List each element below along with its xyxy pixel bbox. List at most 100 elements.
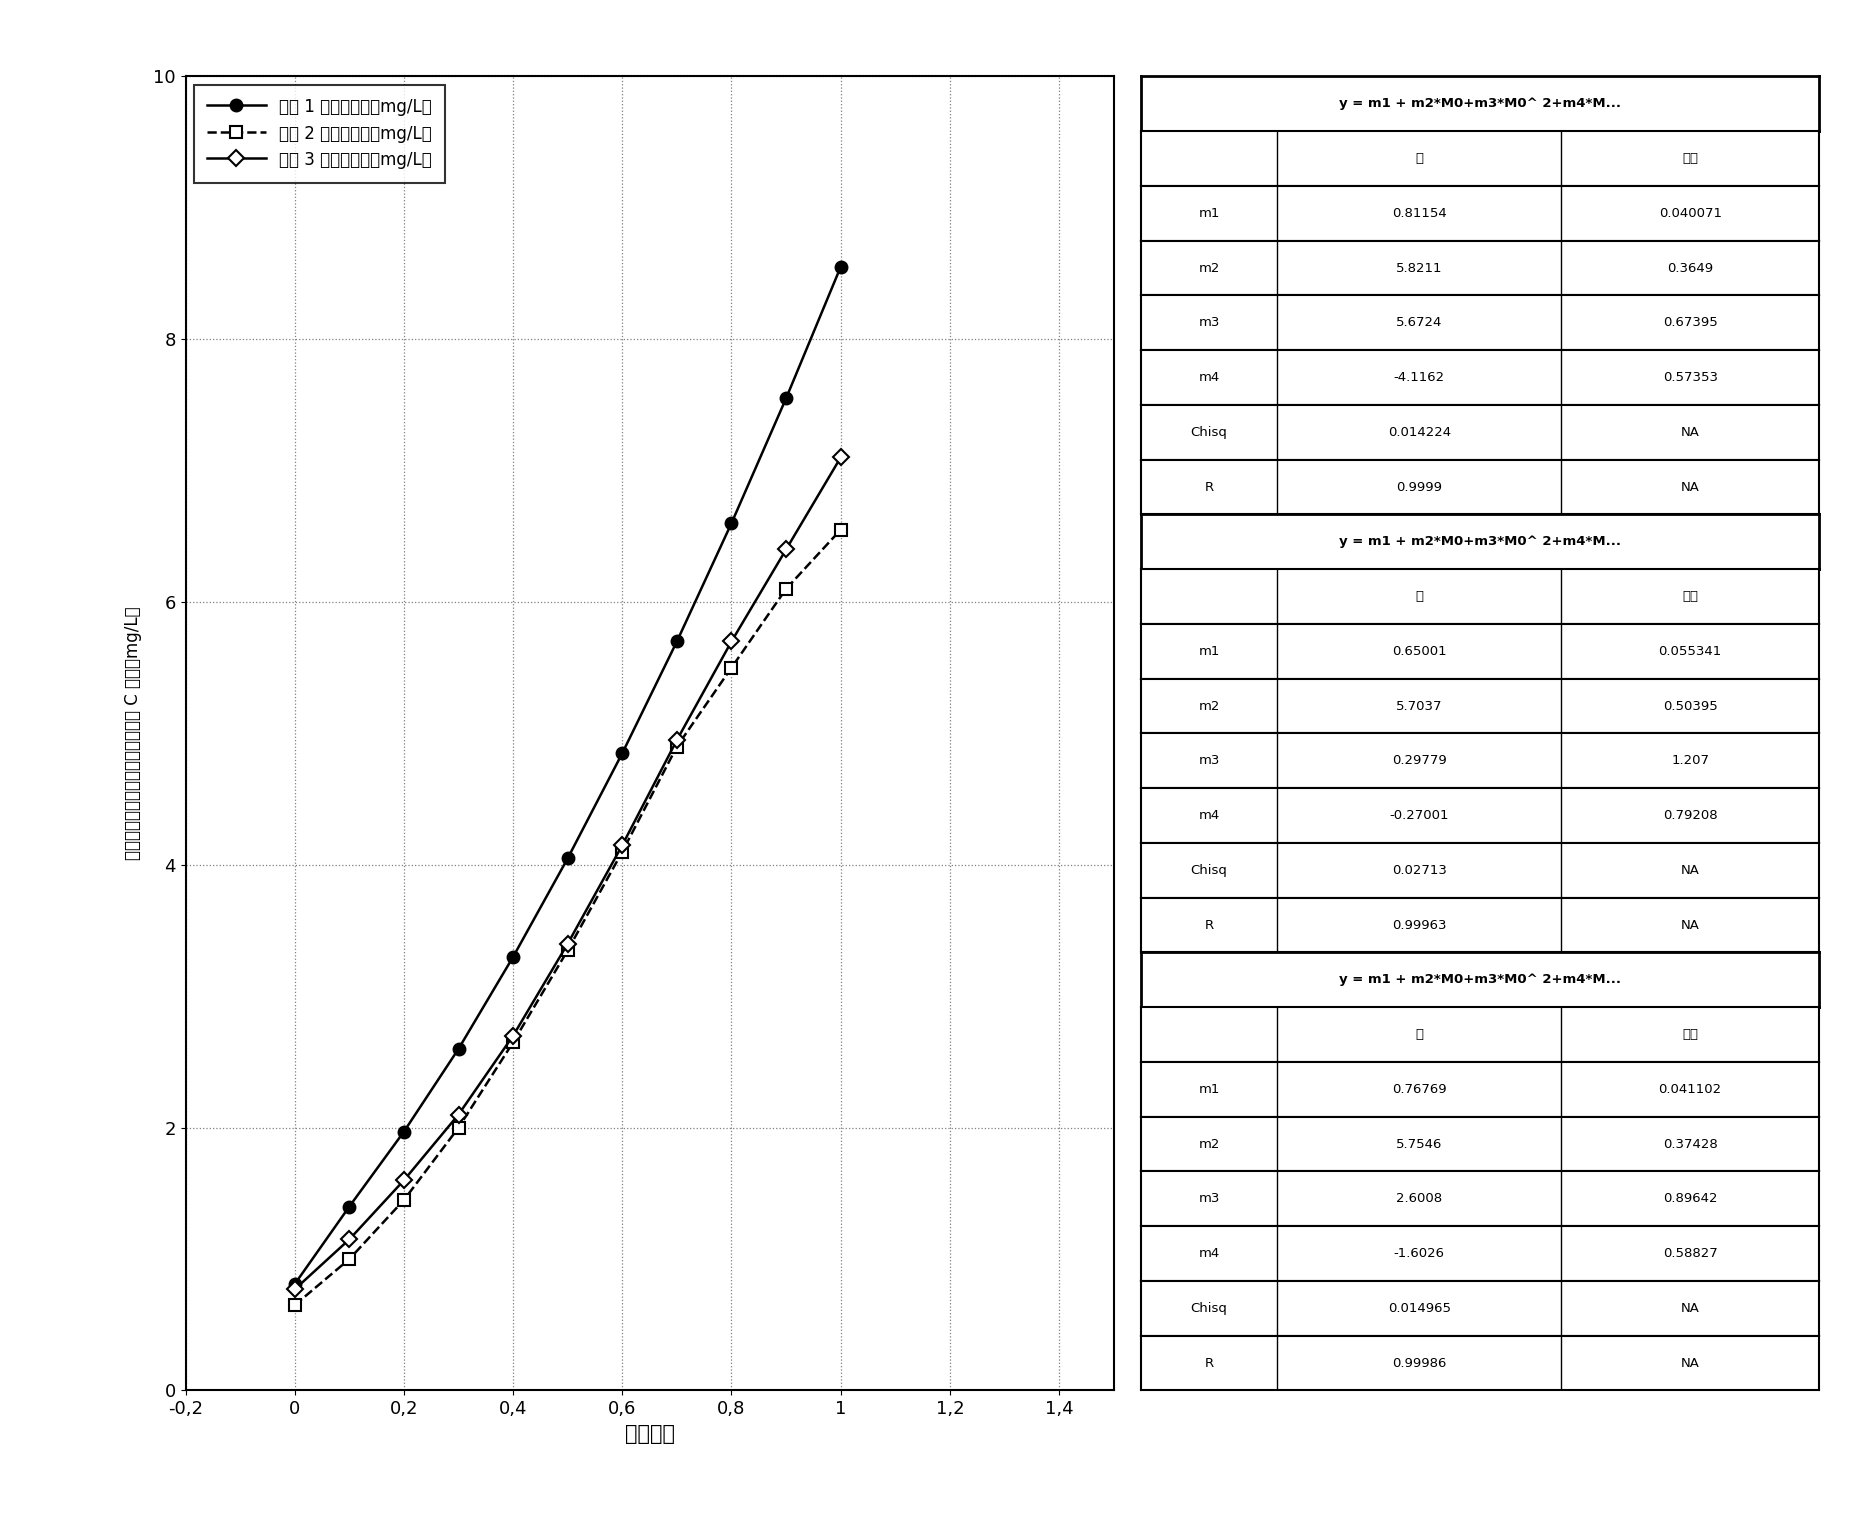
Text: 5.8211: 5.8211 <box>1395 261 1441 275</box>
血清 2 的平均浓度（mg/L） <box>338 1250 360 1268</box>
Text: 值: 值 <box>1414 590 1423 604</box>
Text: R: R <box>1204 480 1213 494</box>
Line: 血清 3 的平均浓度（mg/L）: 血清 3 的平均浓度（mg/L） <box>289 452 846 1294</box>
Text: 5.7037: 5.7037 <box>1395 700 1441 712</box>
Text: 0.041102: 0.041102 <box>1658 1083 1721 1096</box>
血清 1 的平均浓度（mg/L） <box>720 513 742 532</box>
Text: m4: m4 <box>1198 808 1219 822</box>
Text: 0.57353: 0.57353 <box>1662 371 1716 384</box>
血清 1 的平均浓度（mg/L） <box>284 1274 306 1293</box>
Text: 0.29779: 0.29779 <box>1391 755 1445 767</box>
血清 2 的平均浓度（mg/L） <box>284 1296 306 1314</box>
Text: 0.99986: 0.99986 <box>1391 1357 1445 1369</box>
Text: y = m1 + m2*M0+m3*M0^ 2+m4*M...: y = m1 + m2*M0+m3*M0^ 2+m4*M... <box>1339 98 1619 110</box>
血清 2 的平均浓度（mg/L） <box>501 1033 523 1051</box>
Text: y = m1 + m2*M0+m3*M0^ 2+m4*M...: y = m1 + m2*M0+m3*M0^ 2+m4*M... <box>1339 535 1619 549</box>
Text: m1: m1 <box>1198 645 1219 659</box>
Text: NA: NA <box>1681 918 1699 932</box>
Text: NA: NA <box>1681 426 1699 439</box>
Y-axis label: 测量的平均半胱氨酸蛋白酶抑制剂 C 浓度（mg/L）: 测量的平均半胱氨酸蛋白酶抑制剂 C 浓度（mg/L） <box>124 607 143 860</box>
Text: 0.67395: 0.67395 <box>1662 316 1716 330</box>
Text: -4.1162: -4.1162 <box>1393 371 1443 384</box>
Text: 0.89642: 0.89642 <box>1662 1192 1716 1206</box>
血清 2 的平均浓度（mg/L） <box>666 738 688 756</box>
Text: 0.50395: 0.50395 <box>1662 700 1716 712</box>
Text: 0.99963: 0.99963 <box>1391 918 1445 932</box>
血清 3 的平均浓度（mg/L） <box>501 1027 523 1045</box>
血清 2 的平均浓度（mg/L） <box>610 842 633 860</box>
Text: -1.6026: -1.6026 <box>1393 1247 1443 1261</box>
血清 3 的平均浓度（mg/L） <box>556 935 579 953</box>
血清 1 的平均浓度（mg/L） <box>393 1123 416 1141</box>
血清 1 的平均浓度（mg/L） <box>666 633 688 651</box>
Text: 0.055341: 0.055341 <box>1658 645 1721 659</box>
Text: 2.6008: 2.6008 <box>1395 1192 1441 1206</box>
血清 1 的平均浓度（mg/L） <box>556 850 579 868</box>
血清 3 的平均浓度（mg/L） <box>338 1230 360 1248</box>
血清 3 的平均浓度（mg/L） <box>829 448 851 466</box>
Text: 值: 值 <box>1414 1028 1423 1041</box>
Text: 0.79208: 0.79208 <box>1662 808 1716 822</box>
Text: -0.27001: -0.27001 <box>1389 808 1449 822</box>
血清 1 的平均浓度（mg/L） <box>338 1198 360 1216</box>
Text: m3: m3 <box>1198 755 1219 767</box>
Text: 误差: 误差 <box>1681 1028 1697 1041</box>
Text: 5.7546: 5.7546 <box>1395 1137 1441 1151</box>
血清 3 的平均浓度（mg/L） <box>393 1170 416 1189</box>
Text: m4: m4 <box>1198 371 1219 384</box>
Text: 0.9999: 0.9999 <box>1395 480 1441 494</box>
血清 3 的平均浓度（mg/L） <box>720 633 742 651</box>
Text: Chisq: Chisq <box>1191 863 1226 877</box>
Text: Chisq: Chisq <box>1191 1302 1226 1316</box>
Text: 0.81154: 0.81154 <box>1391 206 1445 220</box>
血清 2 的平均浓度（mg/L） <box>447 1118 469 1137</box>
血清 1 的平均浓度（mg/L） <box>829 258 851 277</box>
Text: 误差: 误差 <box>1681 590 1697 604</box>
Text: 0.37428: 0.37428 <box>1662 1137 1716 1151</box>
Text: m3: m3 <box>1198 316 1219 330</box>
X-axis label: 稀释因子: 稀释因子 <box>625 1424 673 1444</box>
Text: 0.014224: 0.014224 <box>1388 426 1451 439</box>
Text: 0.76769: 0.76769 <box>1391 1083 1445 1096</box>
血清 2 的平均浓度（mg/L） <box>556 941 579 960</box>
Text: m2: m2 <box>1198 700 1219 712</box>
Text: 1.207: 1.207 <box>1670 755 1708 767</box>
Text: 0.3649: 0.3649 <box>1666 261 1712 275</box>
Legend: 血清 1 的平均浓度（mg/L）, 血清 2 的平均浓度（mg/L）, 血清 3 的平均浓度（mg/L）: 血清 1 的平均浓度（mg/L）, 血清 2 的平均浓度（mg/L）, 血清 3… <box>193 84 445 182</box>
Text: NA: NA <box>1681 1357 1699 1369</box>
Text: 0.58827: 0.58827 <box>1662 1247 1716 1261</box>
Text: m2: m2 <box>1198 261 1219 275</box>
Text: 5.6724: 5.6724 <box>1395 316 1441 330</box>
Text: y = m1 + m2*M0+m3*M0^ 2+m4*M...: y = m1 + m2*M0+m3*M0^ 2+m4*M... <box>1339 973 1619 987</box>
Line: 血清 2 的平均浓度（mg/L）: 血清 2 的平均浓度（mg/L） <box>288 524 846 1311</box>
Text: R: R <box>1204 1357 1213 1369</box>
血清 3 的平均浓度（mg/L） <box>666 730 688 749</box>
Text: NA: NA <box>1681 1302 1699 1316</box>
血清 3 的平均浓度（mg/L） <box>447 1105 469 1123</box>
血清 3 的平均浓度（mg/L） <box>284 1280 306 1299</box>
Text: NA: NA <box>1681 863 1699 877</box>
Line: 血清 1 的平均浓度（mg/L）: 血清 1 的平均浓度（mg/L） <box>288 261 846 1290</box>
血清 1 的平均浓度（mg/L） <box>501 947 523 966</box>
血清 1 的平均浓度（mg/L） <box>775 390 798 408</box>
血清 3 的平均浓度（mg/L） <box>775 541 798 559</box>
Text: m4: m4 <box>1198 1247 1219 1261</box>
血清 1 的平均浓度（mg/L） <box>610 744 633 762</box>
Text: 误差: 误差 <box>1681 151 1697 165</box>
Text: Chisq: Chisq <box>1191 426 1226 439</box>
Text: 值: 值 <box>1414 151 1423 165</box>
血清 3 的平均浓度（mg/L） <box>610 836 633 854</box>
Text: 0.02713: 0.02713 <box>1391 863 1445 877</box>
Text: m1: m1 <box>1198 206 1219 220</box>
Text: m1: m1 <box>1198 1083 1219 1096</box>
Text: m3: m3 <box>1198 1192 1219 1206</box>
血清 2 的平均浓度（mg/L） <box>775 579 798 597</box>
Text: 0.040071: 0.040071 <box>1658 206 1721 220</box>
血清 2 的平均浓度（mg/L） <box>393 1190 416 1209</box>
血清 1 的平均浓度（mg/L） <box>447 1039 469 1057</box>
血清 2 的平均浓度（mg/L） <box>829 521 851 539</box>
Text: NA: NA <box>1681 480 1699 494</box>
Text: R: R <box>1204 918 1213 932</box>
Text: 0.014965: 0.014965 <box>1388 1302 1451 1316</box>
血清 2 的平均浓度（mg/L） <box>720 659 742 677</box>
